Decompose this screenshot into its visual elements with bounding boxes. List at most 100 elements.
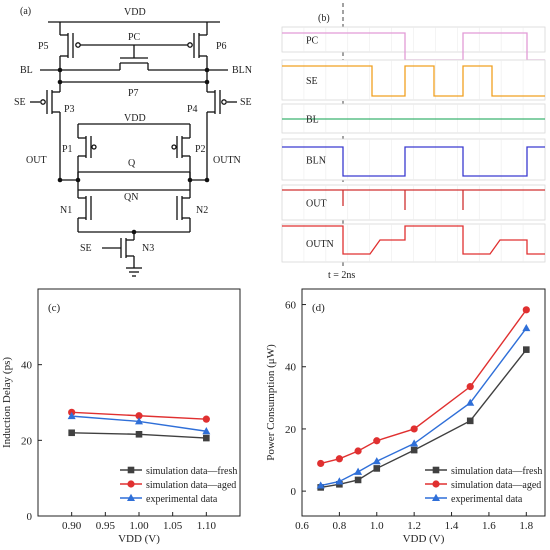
waveform-label: PC	[306, 36, 319, 47]
label-se-left: SE	[14, 97, 26, 108]
legend-entry: simulation data—aged	[451, 480, 541, 491]
data-point	[335, 477, 344, 485]
data-point	[410, 439, 419, 447]
waveform-se: SE	[281, 59, 546, 101]
x-tick-label: 1.10	[197, 520, 217, 532]
y-tick-label: 20	[285, 424, 297, 436]
data-point	[202, 427, 211, 435]
y-tick-label: 20	[21, 435, 33, 447]
legend-entry: simulation data—aged	[146, 480, 236, 491]
label-q: Q	[128, 158, 136, 169]
panel-label-b: (b)	[318, 13, 330, 24]
label-n3: N3	[142, 243, 154, 254]
time-marker-label: t = 2ns	[328, 270, 355, 281]
panel-label-a: (a)	[20, 6, 31, 17]
legend-entry: experimental data	[146, 494, 218, 505]
data-point	[373, 437, 381, 445]
x-tick-label: 0.6	[295, 520, 309, 532]
x-axis-label: VDD (V)	[118, 533, 160, 545]
label-out: OUT	[26, 155, 47, 166]
x-tick-label: 1.2	[407, 520, 421, 532]
y-tick-label: 40	[285, 362, 297, 374]
waveform-label: SE	[306, 76, 318, 87]
x-tick-label: 1.0	[370, 520, 384, 532]
y-tick-label: 0	[27, 511, 33, 523]
data-point	[316, 481, 325, 489]
panel-label: (c)	[48, 302, 61, 314]
label-n1: N1	[60, 205, 72, 216]
data-point	[372, 457, 381, 465]
x-tick-label: 1.00	[129, 520, 149, 532]
schematic-nodes	[57, 67, 210, 235]
label-p3: P3	[64, 104, 75, 115]
data-point	[203, 434, 210, 442]
data-point	[432, 493, 440, 501]
waveform-bln: BLN	[281, 138, 546, 181]
data-point	[410, 425, 418, 433]
data-point	[466, 383, 474, 391]
y-axis-label: Power Consumption (μW)	[265, 344, 277, 461]
waveform-outn: OUTN	[281, 223, 546, 263]
data-point	[335, 455, 343, 463]
data-point	[410, 446, 418, 454]
waveform-trace	[282, 65, 545, 97]
y-tick-label: 40	[21, 360, 33, 372]
power-chart: (d) 0.6 0.8 1.0 1.2 1.4 1.6 1.8 0 20 40 60 VDD (V) Po…	[265, 288, 546, 545]
legend-entry: simulation data—fresh	[451, 466, 542, 477]
data-point	[466, 398, 475, 406]
waveform-label: BLN	[306, 156, 326, 167]
label-p5: P5	[38, 41, 49, 52]
waveform-trace	[282, 225, 545, 255]
series-line	[320, 309, 527, 465]
label-outn: OUTN	[213, 155, 241, 166]
waveform-trace	[282, 189, 545, 210]
label-p1: P1	[62, 144, 73, 155]
data-point	[127, 493, 135, 501]
label-n2: N2	[196, 205, 208, 216]
data-point	[432, 466, 440, 474]
plot-frame	[301, 288, 546, 517]
x-tick-label: 1.6	[482, 520, 496, 532]
x-axis-label: VDD (V)	[403, 533, 445, 545]
data-point	[67, 411, 76, 420]
waveform-pc: PC	[281, 26, 546, 61]
x-tick-label: 1.4	[445, 520, 459, 532]
label-se-right: SE	[240, 97, 252, 108]
label-se-bottom: SE	[80, 243, 92, 254]
waveform-panel: (b) t = 2ns PC SE BL BLN OUT OUTN	[281, 3, 546, 281]
label-p7: P7	[128, 88, 139, 99]
waveform-out: OUT	[281, 184, 546, 221]
label-bl: BL	[20, 65, 33, 76]
data-point	[135, 412, 143, 420]
y-tick-label: 60	[285, 300, 297, 312]
y-tick-label: 0	[291, 486, 297, 498]
data-point	[373, 465, 381, 472]
panel-label: (d)	[312, 302, 325, 314]
data-point	[317, 459, 325, 468]
x-tick-label: 1.8	[519, 520, 533, 532]
data-point	[354, 467, 363, 475]
waveform-label: OUT	[306, 199, 327, 210]
data-point	[202, 415, 210, 423]
label-p4: P4	[187, 104, 198, 115]
vdd-inner-label: VDD	[124, 113, 146, 124]
data-point	[127, 480, 135, 488]
delay-chart: (c) 0.90 0.95 1.00 1.05 1.10 0 20 40 VDD (V) Induc…	[1, 288, 241, 545]
data-point	[135, 417, 143, 425]
x-tick-label: 0.95	[96, 520, 116, 532]
label-p6: P6	[216, 41, 227, 52]
data-point	[466, 417, 474, 425]
data-point	[432, 480, 440, 488]
waveform-label: BL	[306, 115, 319, 126]
label-bln: BLN	[232, 65, 252, 76]
label-pc: PC	[128, 32, 141, 43]
waveform-trace	[282, 146, 545, 177]
vdd-top-label: VDD	[124, 7, 146, 18]
data-point	[135, 430, 143, 438]
label-p2: P2	[195, 144, 206, 155]
x-tick-label: 1.05	[163, 520, 183, 532]
legend-entry: experimental data	[451, 494, 523, 505]
data-point	[522, 323, 531, 332]
waveform-label: OUTN	[306, 239, 334, 250]
